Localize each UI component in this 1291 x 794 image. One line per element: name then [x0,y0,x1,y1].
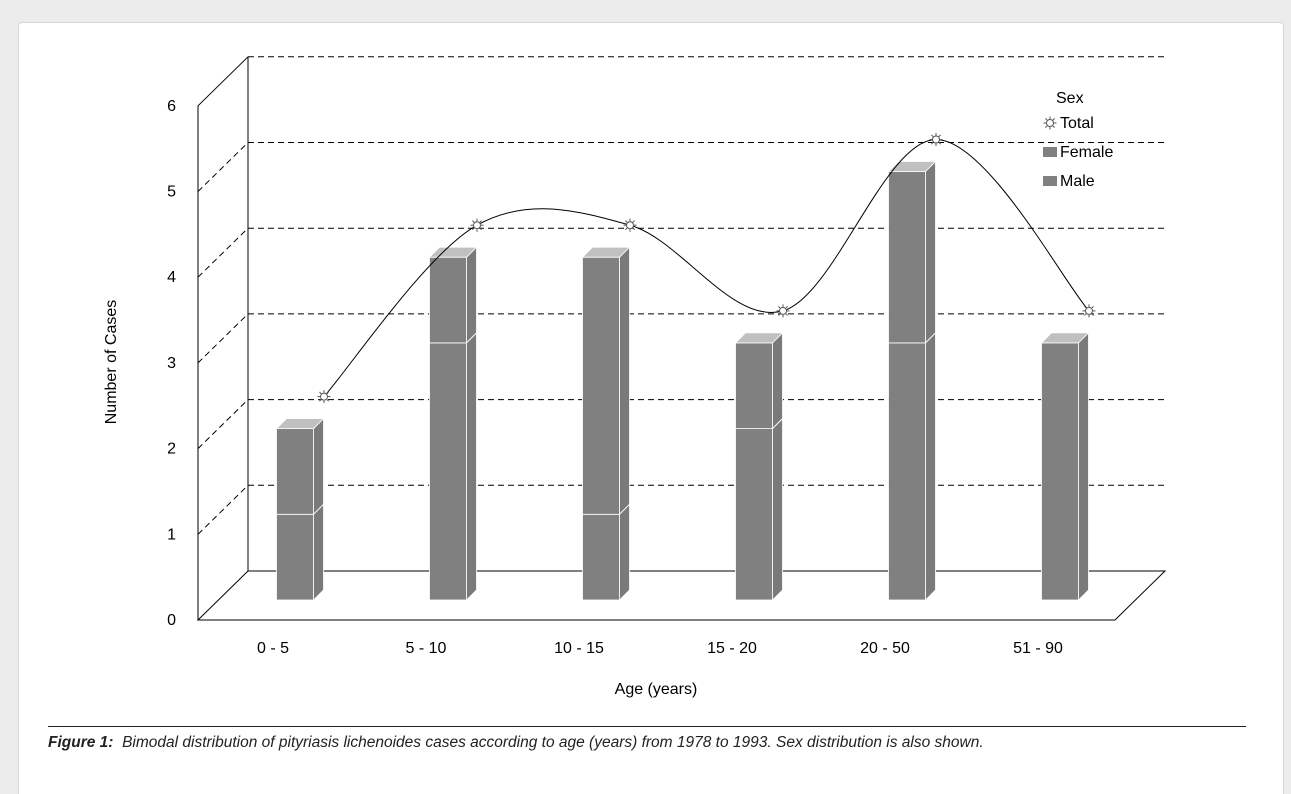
bar-divider [619,503,630,515]
x-tick-label: 20 - 50 [860,640,910,657]
x-tick-label: 0 - 5 [257,640,289,657]
x-tick-label: 5 - 10 [406,640,447,657]
total-marker [776,304,790,318]
bar-male [582,513,620,601]
total-marker [470,218,484,232]
bar-male [429,342,467,601]
legend-swatch-male [1043,176,1057,186]
y-axis-ticks: 0 1 2 3 4 5 6 [167,98,176,629]
gridline-diagonal [197,313,249,364]
legend: Sex Total Female Male [1043,90,1113,190]
gridline-diagonal [197,142,249,192]
legend-label-male: Male [1060,173,1095,190]
bar-male [888,342,926,601]
x-axis-ticks: 0 - 5 5 - 10 10 - 15 15 - 20 20 - 50 51 - 90 [257,640,1063,657]
total-line-path [323,138,1090,397]
left-wall-top-edge [197,56,249,107]
x-tick-label: 10 - 15 [554,640,604,657]
bar-side [925,160,936,601]
y-tick-label: 0 [167,612,176,629]
gridline-diagonal [197,484,249,535]
bar-female [429,256,467,344]
gridline-diagonal [197,399,249,449]
legend-label-female: Female [1060,144,1113,161]
bar-female [582,256,620,515]
bar-divider [772,418,783,429]
caption-label: Figure 1: [48,734,114,751]
bar-side [466,246,477,601]
chart-gridlines [197,142,1165,535]
bar-divider [925,332,936,344]
y-tick-label: 6 [167,98,176,115]
bar-divider [313,503,324,515]
x-tick-label: 51 - 90 [1013,640,1063,657]
y-tick-label: 3 [167,355,176,372]
caption-text: Bimodal distribution of pityriasis liche… [122,734,984,751]
total-marker [317,390,331,404]
y-tick-label: 5 [167,184,176,201]
total-marker [623,218,637,232]
bar-side [619,246,630,601]
bar-top [581,246,631,258]
total-marker [929,133,943,146]
bar-female [888,171,926,344]
bar-side [772,331,783,601]
legend-title: Sex [1056,90,1084,107]
bar-female [735,342,773,429]
bar-top [428,246,478,258]
bar-top [887,161,937,172]
caption-divider [48,726,1246,727]
bar-male [1041,342,1079,601]
legend-label-total: Total [1060,115,1094,132]
legend-marker-total [1043,116,1057,130]
y-tick-label: 2 [167,441,176,458]
bar-male [735,428,773,601]
bar-male [276,513,314,601]
chart-bars [275,160,1090,601]
chart-walls [196,56,1167,621]
y-tick-label: 4 [167,269,176,286]
total-line [317,133,1096,404]
bar-top [275,418,325,430]
bar-divider [466,332,477,344]
bar-top [734,332,784,344]
bar-side [1078,331,1089,601]
x-tick-label: 15 - 20 [707,640,757,657]
figure-caption: Figure 1: Bimodal distribution of pityri… [48,733,1253,753]
total-marker [1082,304,1096,318]
chart-floor [196,570,1167,621]
bar-female [276,428,314,515]
y-tick-label: 1 [167,526,176,543]
y-axis-label: Number of Cases [103,300,120,425]
bar-top [1040,332,1090,344]
legend-swatch-female [1043,147,1057,157]
x-axis-label: Age (years) [615,681,698,698]
gridline-diagonal [197,227,249,278]
